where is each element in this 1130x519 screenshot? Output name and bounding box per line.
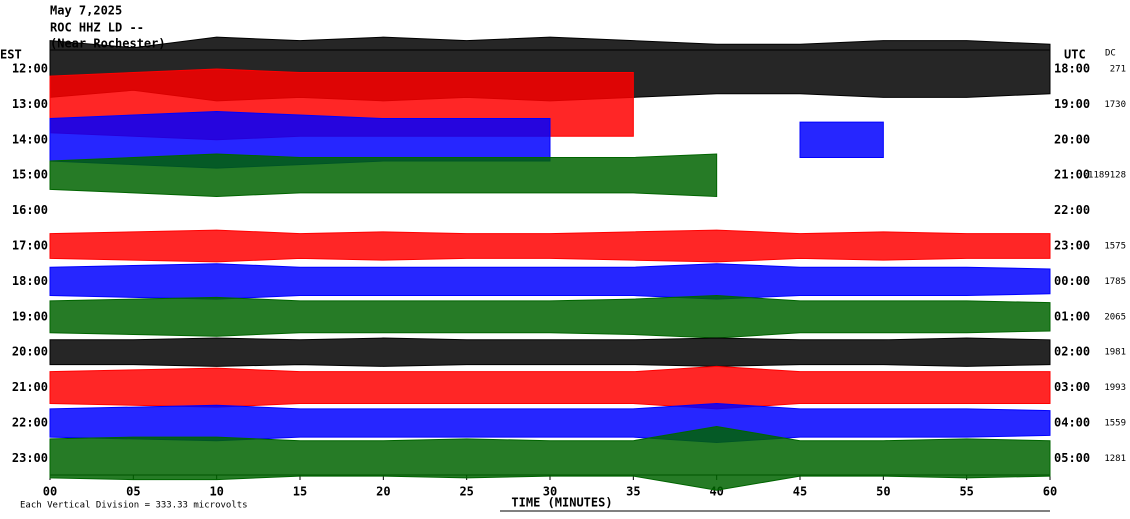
x-tick-label: 35 bbox=[626, 485, 640, 499]
left-row-label: 22:00 bbox=[12, 416, 48, 430]
left-row-label: 20:00 bbox=[12, 345, 48, 359]
x-tick-label: 55 bbox=[959, 485, 973, 499]
x-tick-label: 15 bbox=[293, 485, 307, 499]
left-row-label: 21:00 bbox=[12, 380, 48, 394]
x-tick-label: 60 bbox=[1043, 485, 1057, 499]
dc-value: 1559 bbox=[1104, 419, 1126, 429]
trace bbox=[49, 153, 718, 197]
trace bbox=[49, 403, 1051, 443]
x-tick-label: 30 bbox=[543, 485, 557, 499]
right-row-label: 18:00 bbox=[1054, 62, 1090, 76]
right-row-label: 02:00 bbox=[1054, 345, 1090, 359]
dc-value: 1730 bbox=[1104, 100, 1126, 110]
dc-value: 2065 bbox=[1104, 312, 1126, 322]
dc-value: 1993 bbox=[1104, 383, 1126, 393]
left-row-label: 18:00 bbox=[12, 274, 48, 288]
x-tick-label: 45 bbox=[793, 485, 807, 499]
dc-value: 1785 bbox=[1104, 277, 1126, 287]
right-row-label: 19:00 bbox=[1054, 97, 1090, 111]
right-row-label: 05:00 bbox=[1054, 451, 1090, 465]
trace bbox=[49, 229, 1051, 263]
left-row-label: 14:00 bbox=[12, 132, 48, 146]
left-row-label: 16:00 bbox=[12, 203, 48, 217]
title-line: May 7,2025 bbox=[50, 4, 122, 18]
left-row-label: 19:00 bbox=[12, 309, 48, 323]
left-row-label: 15:00 bbox=[12, 168, 48, 182]
trace bbox=[49, 365, 1051, 410]
right-row-label: 04:00 bbox=[1054, 416, 1090, 430]
left-row-label: 13:00 bbox=[12, 97, 48, 111]
trace bbox=[49, 337, 1051, 367]
title-line: ROC HHZ LD -- bbox=[50, 21, 144, 35]
left-axis-label: EST bbox=[0, 48, 22, 62]
right-row-label: 20:00 bbox=[1054, 132, 1090, 146]
dc-value: 271 bbox=[1110, 65, 1126, 75]
x-tick-label: 25 bbox=[459, 485, 473, 499]
x-tick-label: 50 bbox=[876, 485, 890, 499]
left-row-label: 23:00 bbox=[12, 451, 48, 465]
right-row-label: 03:00 bbox=[1054, 380, 1090, 394]
x-tick-label: 00 bbox=[43, 485, 57, 499]
footnote: Each Vertical Division = 333.33 microvol… bbox=[20, 501, 248, 511]
x-axis-label: TIME (MINUTES) bbox=[511, 496, 612, 510]
right-row-label: 01:00 bbox=[1054, 309, 1090, 323]
dc-value: -1189128 bbox=[1083, 171, 1126, 181]
dc-label: DC bbox=[1105, 49, 1116, 59]
dc-value: 1981 bbox=[1104, 348, 1126, 358]
left-row-label: 12:00 bbox=[12, 62, 48, 76]
dc-value: 1281 bbox=[1104, 454, 1126, 464]
x-tick-label: 05 bbox=[126, 485, 140, 499]
left-row-label: 17:00 bbox=[12, 239, 48, 253]
right-row-label: 22:00 bbox=[1054, 203, 1090, 217]
dc-value: 1575 bbox=[1104, 242, 1126, 252]
right-row-label: 00:00 bbox=[1054, 274, 1090, 288]
trace bbox=[49, 263, 1051, 300]
x-tick-label: 10 bbox=[209, 485, 223, 499]
trace bbox=[49, 426, 1051, 491]
right-row-label: 23:00 bbox=[1054, 239, 1090, 253]
x-tick-label: 20 bbox=[376, 485, 390, 499]
right-axis-label: UTC bbox=[1064, 48, 1086, 62]
right-row-label: 21:00 bbox=[1054, 168, 1090, 182]
trace bbox=[49, 295, 1051, 339]
